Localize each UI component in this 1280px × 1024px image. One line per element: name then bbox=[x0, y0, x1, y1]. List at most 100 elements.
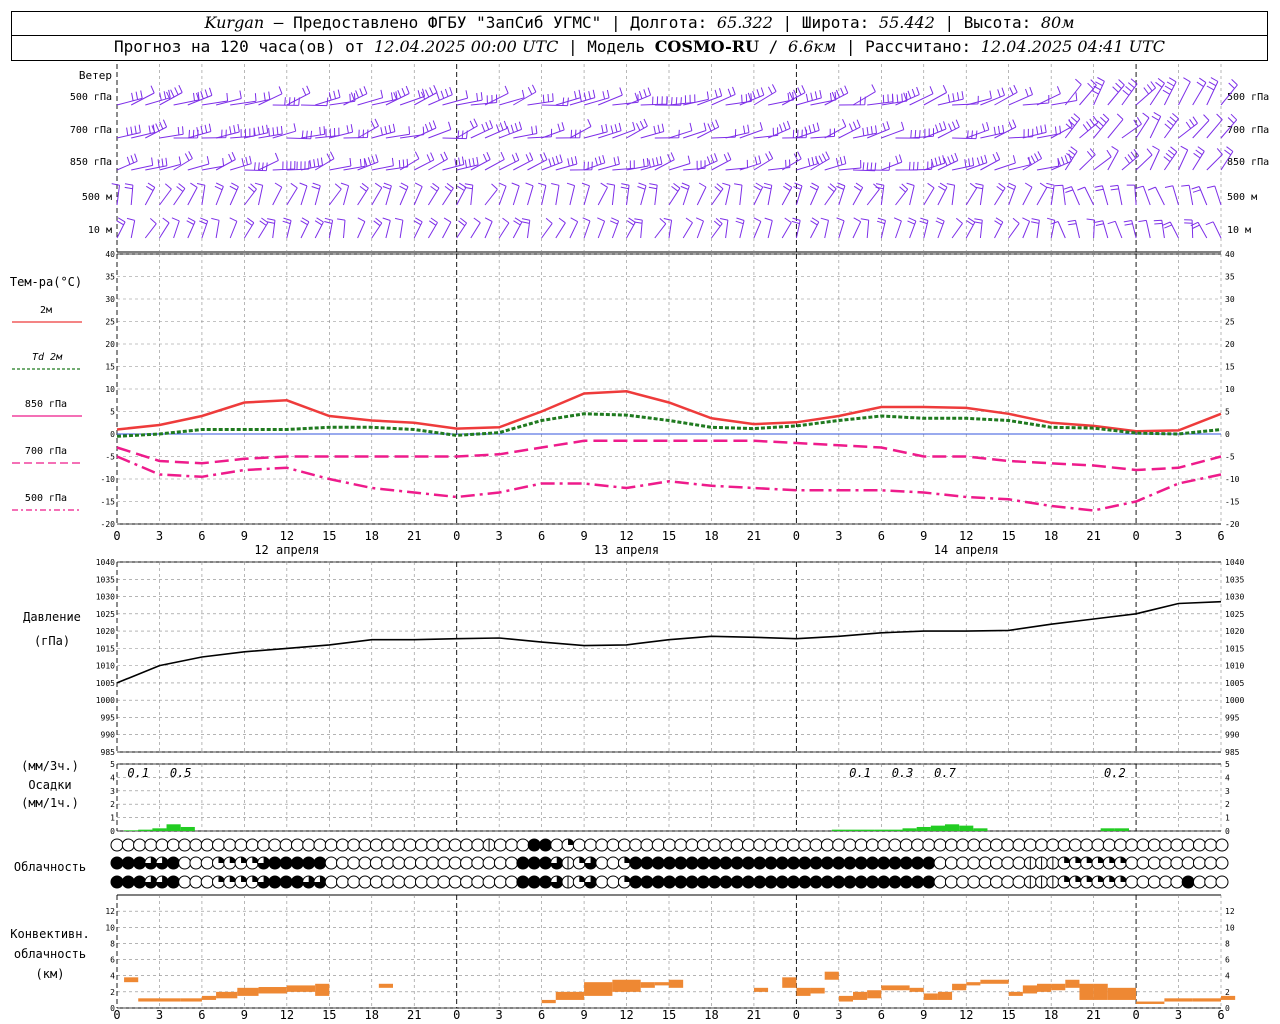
cloud-symbol-quarter bbox=[241, 876, 248, 882]
wind-barb bbox=[400, 126, 425, 139]
grid-layer bbox=[116, 64, 1222, 1009]
series-pressure bbox=[116, 600, 1222, 684]
wind-barb bbox=[456, 92, 483, 106]
cloud-symbol bbox=[527, 875, 541, 889]
temp-legend-label-0: 2м bbox=[40, 305, 52, 316]
wind-barb bbox=[1107, 113, 1124, 139]
wind-barb bbox=[768, 159, 791, 171]
precip-ytick-left: 3 bbox=[110, 787, 115, 796]
wind-barb bbox=[1036, 86, 1061, 106]
wind-level-left-2: 850 гПа bbox=[70, 157, 112, 168]
wind-barb bbox=[722, 182, 731, 206]
precip-total-5: 0.2 bbox=[1104, 766, 1126, 780]
wind-barb bbox=[810, 91, 837, 106]
cloud-symbol-three-quarter bbox=[302, 876, 315, 888]
cloud-symbol bbox=[358, 856, 372, 870]
cloud-symbol bbox=[133, 838, 147, 852]
wind-barb bbox=[311, 182, 321, 206]
cloud-symbol bbox=[595, 838, 609, 852]
cloud-symbol bbox=[1136, 875, 1150, 889]
conv-bar bbox=[138, 998, 181, 1002]
wind-barb bbox=[385, 158, 409, 171]
cloud-symbol bbox=[741, 838, 755, 852]
cloud-symbol bbox=[719, 838, 733, 852]
cloud-symbol bbox=[460, 875, 474, 889]
cloud-symbol bbox=[832, 875, 846, 889]
cloud-symbol bbox=[437, 856, 451, 870]
wind-barb bbox=[1045, 182, 1055, 206]
press-ytick-right: 985 bbox=[1225, 748, 1240, 757]
cloud-symbol bbox=[888, 875, 902, 889]
temp-ytick-left: 25 bbox=[105, 318, 115, 327]
wind-barb bbox=[371, 91, 398, 106]
cloud-symbol bbox=[708, 875, 722, 889]
cloud-symbol bbox=[877, 838, 891, 852]
wind-barb bbox=[796, 89, 822, 106]
cloud-symbol-quarter bbox=[579, 857, 586, 863]
wind-barb bbox=[1050, 118, 1073, 139]
cloud-symbol bbox=[730, 856, 744, 870]
cloud-symbol bbox=[888, 838, 902, 852]
wind-barb bbox=[315, 89, 341, 106]
conv-bar bbox=[838, 995, 853, 1002]
precip-bar bbox=[180, 826, 195, 831]
wind-barb bbox=[1051, 153, 1072, 171]
wind-barb bbox=[836, 217, 845, 239]
precip-bar bbox=[152, 828, 167, 831]
wind-barb bbox=[1191, 186, 1208, 206]
conv-hour-label: 15 bbox=[1001, 1008, 1015, 1022]
conv-hour-label: 3 bbox=[835, 1008, 842, 1022]
wind-barb bbox=[1051, 92, 1078, 106]
wind-barb bbox=[1008, 86, 1033, 106]
cloud-symbol bbox=[121, 838, 135, 852]
wind-barb bbox=[357, 154, 379, 171]
cloud-symbol-quarter bbox=[1064, 876, 1071, 882]
alt-label: Высота: bbox=[963, 13, 1032, 32]
conv-ytick-right: 6 bbox=[1225, 956, 1230, 965]
conv-hour-label: 21 bbox=[747, 1008, 761, 1022]
wind-barb bbox=[919, 217, 929, 239]
cloud-symbol bbox=[1192, 856, 1206, 870]
wind-barb bbox=[258, 125, 283, 139]
wind-barb bbox=[1162, 221, 1179, 239]
cloud-symbol bbox=[933, 838, 947, 852]
wind-barb bbox=[866, 183, 880, 206]
wind-barb bbox=[810, 151, 830, 171]
temp-ytick-left: -20 bbox=[101, 520, 116, 529]
cloud-symbol bbox=[223, 838, 237, 852]
cloud-symbol bbox=[989, 838, 1003, 852]
conv-hour-label: 18 bbox=[704, 1008, 718, 1022]
cloud-symbol bbox=[234, 838, 248, 852]
cloud-symbol-three-quarter bbox=[313, 876, 326, 888]
wind-barb bbox=[682, 217, 693, 239]
conv-bar bbox=[669, 979, 684, 988]
cloud-ylabel: Облачность bbox=[14, 860, 86, 874]
wind-barb bbox=[824, 85, 849, 106]
cloud-symbol bbox=[178, 875, 192, 889]
wind-barb bbox=[937, 91, 964, 106]
model-res: 6.6км bbox=[787, 37, 837, 56]
wind-barb bbox=[470, 120, 494, 139]
wind-barb bbox=[511, 182, 520, 206]
wind-barb bbox=[824, 183, 837, 206]
wind-barb bbox=[875, 183, 885, 206]
cloud-symbol bbox=[775, 875, 789, 889]
cloud-symbol bbox=[1147, 838, 1161, 852]
precip-bar bbox=[902, 828, 917, 831]
wind-barb bbox=[1079, 115, 1099, 139]
wind-barb bbox=[781, 182, 793, 206]
wind-barb bbox=[173, 129, 199, 139]
wind-barb bbox=[980, 151, 1001, 171]
cloud-symbol bbox=[584, 838, 598, 852]
cloud-symbol-quarter bbox=[568, 839, 575, 845]
press-ytick-left: 1005 bbox=[96, 679, 115, 688]
wind-barb bbox=[739, 87, 765, 106]
cloud-symbol bbox=[392, 875, 406, 889]
wind-barb bbox=[159, 183, 172, 206]
wind-barb bbox=[1206, 113, 1223, 139]
conv-bar bbox=[796, 987, 811, 996]
wind-barb bbox=[1178, 77, 1191, 106]
conv-bar bbox=[1093, 983, 1108, 1000]
wind-barb bbox=[1094, 185, 1109, 206]
forecast-start: 12.04.2025 00:00 UTC bbox=[374, 37, 559, 56]
